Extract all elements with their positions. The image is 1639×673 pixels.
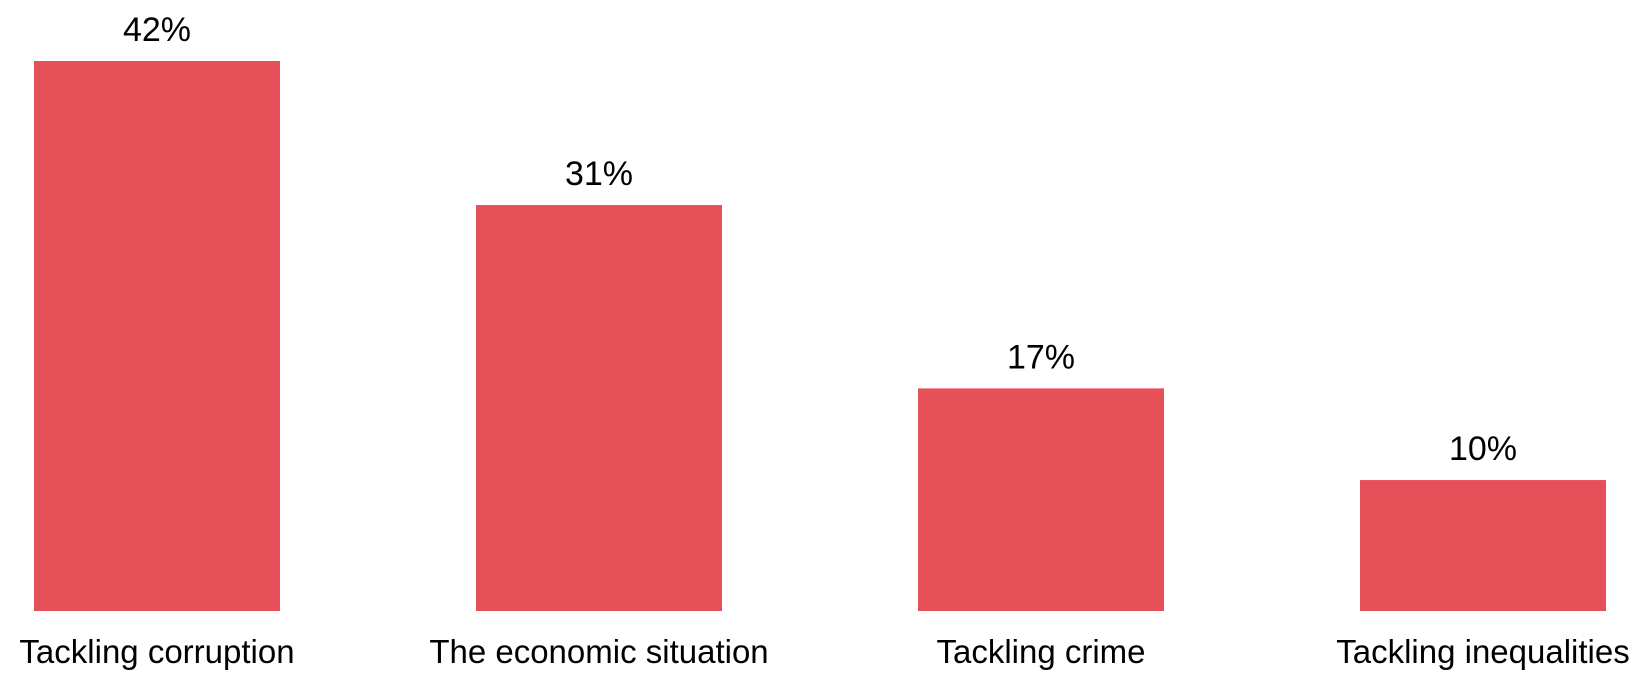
category-label-3: Tackling inequalities <box>1336 633 1630 670</box>
value-label-1: 31% <box>565 155 633 193</box>
bar-3 <box>1360 480 1606 611</box>
bar-1 <box>476 205 722 612</box>
category-label-0: Tackling corruption <box>19 633 294 670</box>
value-label-3: 10% <box>1449 430 1517 468</box>
category-label-1: The economic situation <box>429 633 768 670</box>
value-label-0: 42% <box>123 11 191 49</box>
category-labels-group: Tackling corruption The economic situatio… <box>19 633 1629 670</box>
value-label-2: 17% <box>1007 338 1075 376</box>
bar-2 <box>918 388 1164 611</box>
category-label-2: Tackling crime <box>936 633 1145 670</box>
bars-group <box>34 61 1606 612</box>
bar-0 <box>34 61 280 611</box>
value-labels-group: 42% 31% 17% 10% <box>123 11 1517 468</box>
